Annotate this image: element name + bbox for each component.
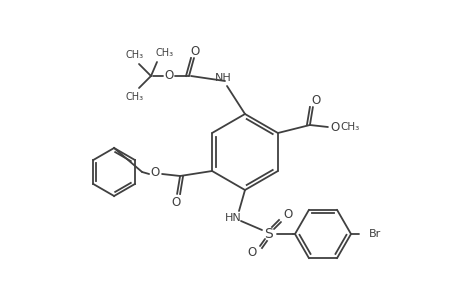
Text: O: O	[311, 94, 320, 106]
Text: O: O	[283, 208, 292, 221]
Text: O: O	[190, 44, 199, 58]
Text: CH₃: CH₃	[340, 122, 359, 132]
Text: O: O	[330, 121, 339, 134]
Text: CH₃: CH₃	[156, 48, 174, 58]
Text: O: O	[164, 68, 173, 82]
Text: HN: HN	[224, 213, 241, 223]
Text: NH: NH	[214, 73, 231, 83]
Text: CH₃: CH₃	[126, 92, 144, 102]
Text: O: O	[171, 196, 180, 208]
Text: S: S	[264, 227, 273, 241]
Text: CH₃: CH₃	[126, 50, 144, 60]
Text: Br: Br	[368, 229, 381, 239]
Text: O: O	[150, 167, 159, 179]
Text: O: O	[247, 247, 256, 260]
